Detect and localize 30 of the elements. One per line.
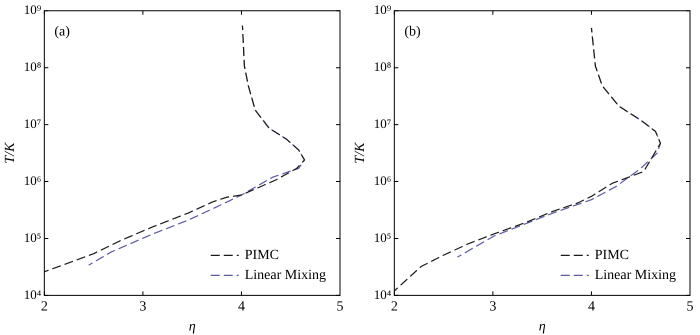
x-tick-label: 5 [686,299,694,314]
y-tick-label: 10⁸ [24,59,42,74]
y-tick-label: 10⁴ [24,286,42,302]
text: (a) [54,24,70,40]
y-tick-label: 10⁵ [374,230,392,245]
x-tick-label: 4 [588,299,595,314]
legend-label: PIMC [594,248,629,264]
x-tick-label: 2 [40,299,48,314]
y-tick-label: 10⁶ [374,172,392,188]
x-tick-label: 3 [489,299,496,314]
text: (b) [404,24,421,40]
legend-label: PIMC [244,248,279,264]
y-tick-label: 10⁸ [374,59,392,74]
y-tick-label: 10⁹ [374,2,392,18]
legend-label: Linear Mixing [244,268,326,284]
y-tick-label: 10⁷ [24,116,42,132]
y-tick-label: 10⁵ [24,230,42,245]
y-tick-label: 10⁷ [374,116,392,132]
y-axis-title: T/K [3,142,18,164]
y-axis-title: T/K [353,142,368,164]
legend-label: Linear Mixing [594,268,676,284]
y-tick-label: 10⁴ [374,286,392,302]
x-axis-title: η [538,319,546,334]
x-tick-label: 2 [390,299,398,314]
y-tick-label: 10⁶ [24,172,42,188]
x-tick-label: 5 [336,299,344,314]
x-axis-title: η [188,319,196,334]
y-tick-label: 10⁹ [24,2,42,18]
x-tick-label: 3 [139,299,146,314]
x-tick-label: 4 [238,299,245,314]
